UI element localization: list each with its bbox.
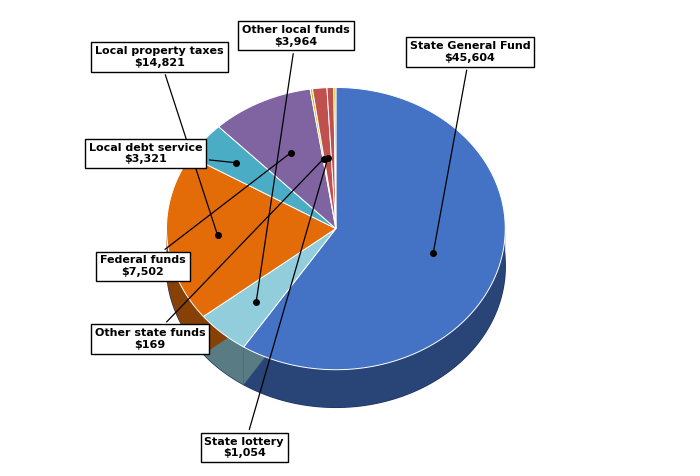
Polygon shape (167, 125, 505, 407)
Polygon shape (244, 228, 336, 385)
Polygon shape (204, 317, 244, 385)
Polygon shape (190, 127, 336, 228)
Polygon shape (334, 88, 336, 228)
Polygon shape (244, 88, 505, 370)
Text: Local property taxes
$14,821: Local property taxes $14,821 (95, 46, 224, 233)
Polygon shape (312, 88, 336, 228)
Polygon shape (244, 228, 336, 385)
Polygon shape (218, 89, 336, 228)
Text: Federal funds
$7,502: Federal funds $7,502 (100, 154, 288, 277)
Polygon shape (167, 229, 204, 354)
Text: State General Fund
$45,604: State General Fund $45,604 (410, 41, 531, 250)
Polygon shape (244, 232, 505, 407)
Text: Other state funds
$169: Other state funds $169 (94, 161, 322, 350)
Polygon shape (167, 157, 336, 317)
Text: Local debt service
$3,321: Local debt service $3,321 (89, 142, 234, 164)
Text: State lottery
$1,054: State lottery $1,054 (204, 161, 327, 458)
Polygon shape (204, 228, 336, 347)
Polygon shape (310, 89, 336, 228)
Polygon shape (327, 88, 336, 228)
Text: Other local funds
$3,964: Other local funds $3,964 (242, 25, 350, 299)
Polygon shape (204, 228, 336, 354)
Polygon shape (204, 228, 336, 354)
